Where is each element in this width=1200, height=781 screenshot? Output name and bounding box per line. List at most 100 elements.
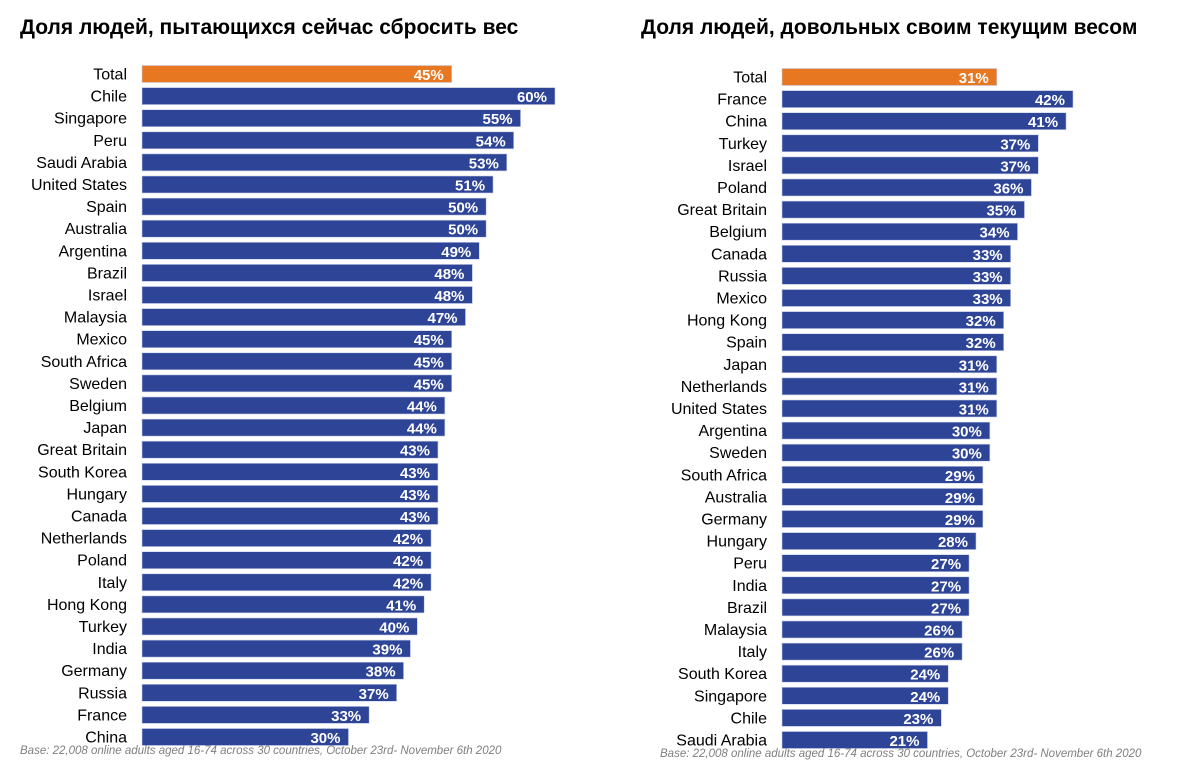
right-chart-title: Доля людей, довольных своим текущим весо… bbox=[641, 16, 1138, 39]
left-bar-row: Hong Kong 41% bbox=[47, 595, 425, 614]
country-bar bbox=[781, 267, 1011, 285]
category-label: Russia bbox=[78, 685, 127, 702]
country-bar bbox=[141, 617, 418, 636]
value-label: 41% bbox=[1028, 114, 1058, 131]
right-bar-row: Italy 26% bbox=[738, 642, 963, 662]
value-label: 49% bbox=[441, 244, 471, 261]
value-label: 33% bbox=[973, 291, 1003, 308]
country-bar bbox=[781, 532, 977, 550]
country-bar bbox=[781, 112, 1067, 130]
country-bar bbox=[781, 156, 1039, 175]
country-bar bbox=[141, 595, 425, 614]
country-bar bbox=[141, 308, 466, 326]
country-bar bbox=[141, 87, 556, 105]
value-label: 54% bbox=[476, 133, 506, 150]
country-bar bbox=[781, 510, 984, 528]
left-bar-row: Mexico 45% bbox=[76, 330, 453, 349]
value-label: 28% bbox=[938, 534, 968, 551]
country-bar bbox=[781, 377, 998, 396]
country-bar bbox=[141, 551, 432, 570]
left-bar-row: Belgium 44% bbox=[69, 396, 446, 416]
category-label: Hong Kong bbox=[687, 313, 767, 330]
value-label: 55% bbox=[483, 111, 513, 128]
category-label: Japan bbox=[83, 420, 127, 437]
total-bar bbox=[781, 68, 998, 86]
value-label: 27% bbox=[931, 556, 961, 573]
value-label: 44% bbox=[407, 421, 437, 438]
right-bar-row: Poland 36% bbox=[717, 178, 1032, 198]
value-label: 43% bbox=[400, 443, 430, 460]
country-bar bbox=[781, 90, 1074, 108]
value-label: 27% bbox=[931, 600, 961, 617]
left-footnote: Base: 22,008 online adults aged 16-74 ac… bbox=[20, 745, 502, 757]
category-label: Great Britain bbox=[677, 202, 767, 219]
left-bar-row: Canada 43% bbox=[71, 507, 439, 526]
country-bar bbox=[781, 245, 1011, 263]
right-bar-row: Argentina 30% bbox=[699, 421, 991, 441]
country-bar bbox=[141, 706, 370, 724]
value-label: 47% bbox=[427, 310, 457, 327]
value-label: 34% bbox=[980, 225, 1010, 242]
right-bar-row: Israel 37% bbox=[728, 156, 1039, 175]
category-label: Hungary bbox=[707, 534, 767, 551]
value-label: 37% bbox=[1000, 136, 1030, 153]
value-label: 31% bbox=[959, 379, 989, 396]
left-bar-row: Malaysia 47% bbox=[64, 308, 466, 327]
country-bar bbox=[781, 620, 963, 639]
country-bar bbox=[141, 639, 411, 658]
left-bar-row: Great Britain 43% bbox=[37, 440, 439, 460]
right-bar-row: India 27% bbox=[732, 576, 970, 595]
right-bar-row: South Africa 29% bbox=[681, 465, 984, 485]
country-bar bbox=[141, 728, 349, 746]
category-label: Great Britain bbox=[37, 442, 127, 459]
category-label: Germany bbox=[701, 512, 767, 529]
right-bar-row: Hong Kong 32% bbox=[687, 311, 1005, 330]
category-label: Malaysia bbox=[704, 622, 767, 639]
category-label: South Korea bbox=[678, 666, 767, 683]
category-label: Russia bbox=[718, 268, 767, 285]
left-bar-row: Spain 50% bbox=[86, 197, 487, 217]
country-bar bbox=[781, 664, 949, 683]
country-bar bbox=[141, 507, 439, 525]
left-chart-title: Доля людей, пытающихся сейчас сбросить в… bbox=[20, 16, 519, 39]
value-label: 30% bbox=[952, 446, 982, 463]
value-label: 33% bbox=[331, 708, 361, 725]
right-bar-row: Japan 31% bbox=[723, 355, 998, 374]
right-bar-row: Hungary 28% bbox=[707, 532, 977, 551]
country-bar bbox=[781, 421, 991, 440]
category-label: Canada bbox=[71, 509, 127, 526]
left-bar-row: Chile 60% bbox=[91, 87, 556, 106]
category-label: Hong Kong bbox=[47, 597, 127, 614]
right-bar-row: Mexico 33% bbox=[716, 289, 1011, 308]
category-label: Germany bbox=[61, 663, 127, 680]
value-label: 31% bbox=[959, 402, 989, 419]
value-label: 29% bbox=[945, 490, 975, 507]
value-label: 31% bbox=[959, 357, 989, 374]
left-bar-row: South Korea 43% bbox=[38, 462, 439, 482]
right-bar-row: Germany 29% bbox=[701, 510, 984, 529]
value-label: 45% bbox=[414, 67, 444, 84]
country-bar bbox=[141, 529, 432, 547]
value-label: 30% bbox=[310, 730, 340, 747]
value-label: 24% bbox=[910, 667, 940, 684]
category-label: Israel bbox=[728, 158, 767, 175]
value-label: 26% bbox=[924, 645, 954, 662]
right-bar-row: Netherlands 31% bbox=[681, 377, 998, 396]
category-label: Poland bbox=[77, 553, 127, 570]
country-bar bbox=[781, 355, 998, 374]
category-label: Canada bbox=[711, 246, 767, 263]
category-label: Saudi Arabia bbox=[36, 155, 127, 172]
country-bar bbox=[141, 264, 473, 282]
value-label: 42% bbox=[1035, 92, 1065, 109]
country-bar bbox=[781, 178, 1032, 197]
right-bar-row: Chile 23% bbox=[731, 709, 942, 728]
country-bar bbox=[141, 330, 453, 349]
value-label: 45% bbox=[414, 376, 444, 393]
country-bar bbox=[141, 286, 473, 304]
value-label: 53% bbox=[469, 155, 499, 172]
category-label: Spain bbox=[86, 199, 127, 216]
category-label: Chile bbox=[91, 89, 128, 106]
country-bar bbox=[781, 709, 942, 727]
country-bar bbox=[141, 661, 404, 680]
left-bar-row: Brazil 48% bbox=[87, 264, 473, 283]
